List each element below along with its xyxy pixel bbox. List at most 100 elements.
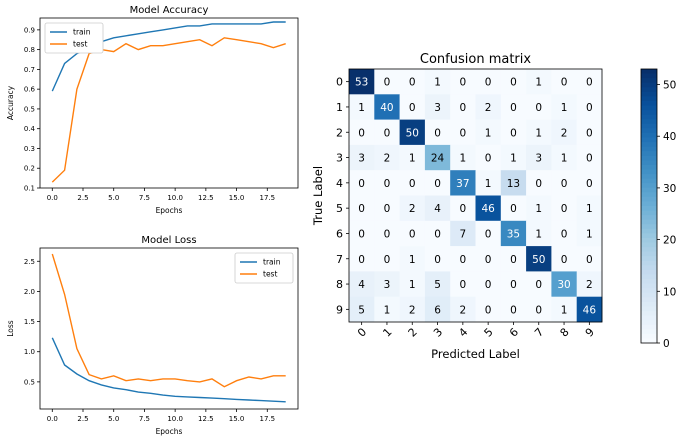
y-tick-label: 0.5 <box>24 105 35 113</box>
cell-value-label: 1 <box>561 102 568 114</box>
heatmap-cell <box>551 195 577 222</box>
cell-value-label: 1 <box>535 127 542 139</box>
colorbar-segment <box>641 151 657 157</box>
colorbar-segment <box>641 251 657 257</box>
heatmap-frame <box>348 68 603 323</box>
heatmap-cell <box>349 220 375 247</box>
colorbar-segment <box>641 183 657 189</box>
heatmap-cell <box>526 170 552 196</box>
heatmap-cell <box>450 195 476 222</box>
heatmap-cell <box>374 69 400 95</box>
legend-box <box>44 22 104 54</box>
cell-value-label: 40 <box>380 102 393 114</box>
cell-value-label: 37 <box>456 178 469 190</box>
heatmap-cell <box>475 296 502 323</box>
heatmap-cell <box>576 220 603 247</box>
heatmap-cell <box>374 94 400 120</box>
cell-value-label: 0 <box>460 102 467 114</box>
heatmap-cell <box>349 195 375 222</box>
colorbar-segment <box>641 283 657 289</box>
colorbar-segment <box>641 174 657 180</box>
heatmap-cell <box>576 296 603 323</box>
cell-value-label: 0 <box>384 178 391 190</box>
cell-value-label: 1 <box>586 203 593 215</box>
heatmap-cell <box>450 69 476 95</box>
cell-value-label: 1 <box>409 153 416 165</box>
legend: train test <box>234 252 294 284</box>
heatmap-cell <box>349 246 375 272</box>
heatmap-cell <box>349 144 375 171</box>
cell-value-label: 0 <box>510 102 517 114</box>
cell-value-label: 0 <box>485 77 492 89</box>
cell-value-label: 0 <box>358 203 365 215</box>
cell-value-label: 0 <box>485 304 492 316</box>
x-tick-label: 10.0 <box>167 415 183 423</box>
y-tick-label: 5 <box>336 202 343 215</box>
colorbar-segment <box>641 201 657 207</box>
cell-value-label: 3 <box>434 102 441 114</box>
cell-value-label: 1 <box>384 304 391 316</box>
cell-value-label: 2 <box>409 203 416 215</box>
colorbar-segment <box>641 169 657 175</box>
colorbar-segment <box>641 315 657 321</box>
x-tick-label: 7.5 <box>139 415 150 423</box>
colorbar-segment <box>641 292 657 298</box>
colorbar-segment <box>641 260 657 266</box>
y-tick-label: 7 <box>336 253 343 266</box>
cell-value-label: 6 <box>434 304 441 316</box>
cell-value-label: 3 <box>535 153 542 165</box>
cell-value-label: 7 <box>460 228 467 240</box>
x-tick-label: 2 <box>406 325 420 339</box>
colorbar-segment <box>641 210 657 216</box>
heatmap-cell <box>424 271 451 297</box>
cell-value-label: 0 <box>535 102 542 114</box>
heatmap-cell <box>424 94 451 120</box>
heatmap-cell <box>551 119 577 146</box>
heatmap-cell <box>349 170 375 196</box>
heatmap-cell <box>374 119 400 146</box>
cell-value-label: 2 <box>485 102 492 114</box>
chart-loss: Model Loss Epochs Loss 0.0 2.5 5.0 7.5 10.0 12.5… <box>6 235 299 436</box>
colorbar-segment <box>641 146 657 152</box>
colorbar-segment <box>641 219 657 225</box>
colorbar-segment <box>641 269 657 275</box>
colorbar: 0 10 20 30 40 50 <box>640 68 676 350</box>
cell-value-label: 2 <box>409 304 416 316</box>
y-tick-label: 4 <box>336 177 343 190</box>
cell-value-label: 0 <box>434 254 441 266</box>
cell-value-label: 1 <box>434 77 441 89</box>
y-tick-label: 0.5 <box>24 378 35 386</box>
cell-value-label: 2 <box>561 127 568 139</box>
colorbar-segment <box>641 69 657 75</box>
x-tick-label: 2.5 <box>77 194 88 202</box>
cell-value-label: 0 <box>409 77 416 89</box>
colorbar-segment <box>641 132 657 138</box>
y-tick-label: 0.4 <box>24 125 36 133</box>
colorbar-tick-label: 50 <box>663 80 676 92</box>
chart-accuracy: Model Accuracy Epochs Accuracy 0.0 2.5 5.0 7.5… <box>6 5 299 215</box>
heatmap-cell <box>475 94 502 120</box>
cell-value-label: 4 <box>434 203 441 215</box>
cell-value-label: 2 <box>586 279 593 291</box>
heatmap-cell <box>349 69 375 95</box>
colorbar-segment <box>641 206 657 212</box>
x-tick-label: 1 <box>380 325 394 339</box>
y-tick-label: 0.2 <box>24 165 35 173</box>
colorbar-segment <box>641 137 657 143</box>
heatmap-cell <box>526 94 552 120</box>
heatmap-cell <box>551 94 577 120</box>
heatmap-cell <box>374 195 400 222</box>
heatmap-cell <box>450 271 476 297</box>
x-tick-label: 2.5 <box>77 415 88 423</box>
colorbar-segment <box>641 178 657 184</box>
heatmap-cell <box>576 119 603 146</box>
colorbar-segment <box>641 105 657 111</box>
colorbar-frame <box>640 68 658 344</box>
colorbar-segment <box>641 100 657 107</box>
cell-value-label: 1 <box>535 228 542 240</box>
cell-value-label: 0 <box>561 254 568 266</box>
cell-value-label: 0 <box>586 178 593 190</box>
cell-value-label: 1 <box>535 77 542 89</box>
heatmap-cell <box>424 69 451 95</box>
cell-value-label: 0 <box>586 102 593 114</box>
